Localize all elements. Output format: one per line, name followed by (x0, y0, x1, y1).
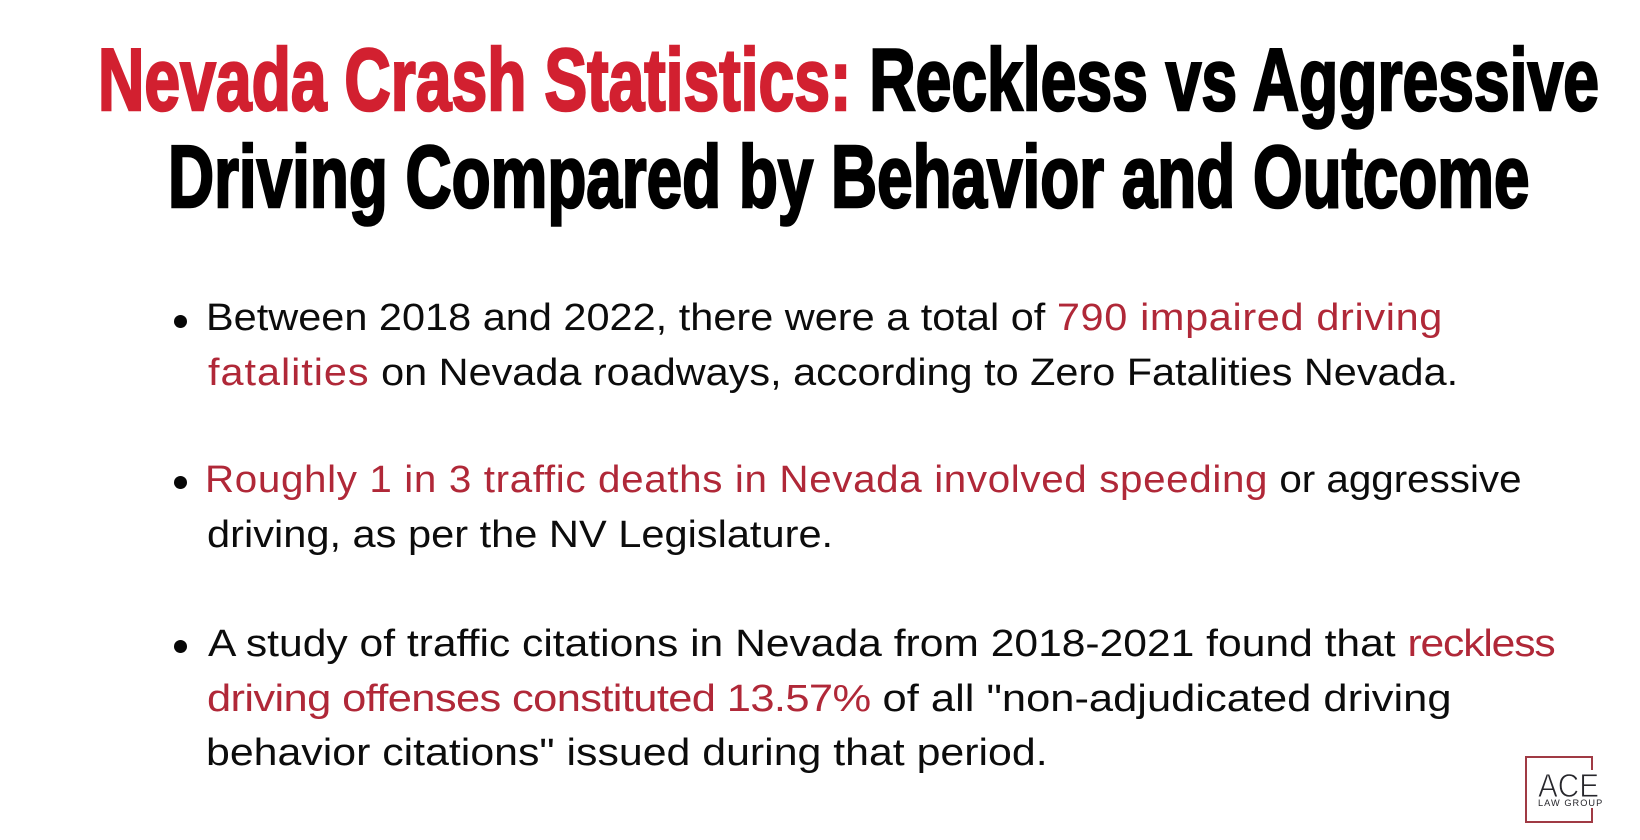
svg-text:LAW GROUP: LAW GROUP (1538, 798, 1603, 808)
svg-text:ACE: ACE (1538, 767, 1599, 804)
